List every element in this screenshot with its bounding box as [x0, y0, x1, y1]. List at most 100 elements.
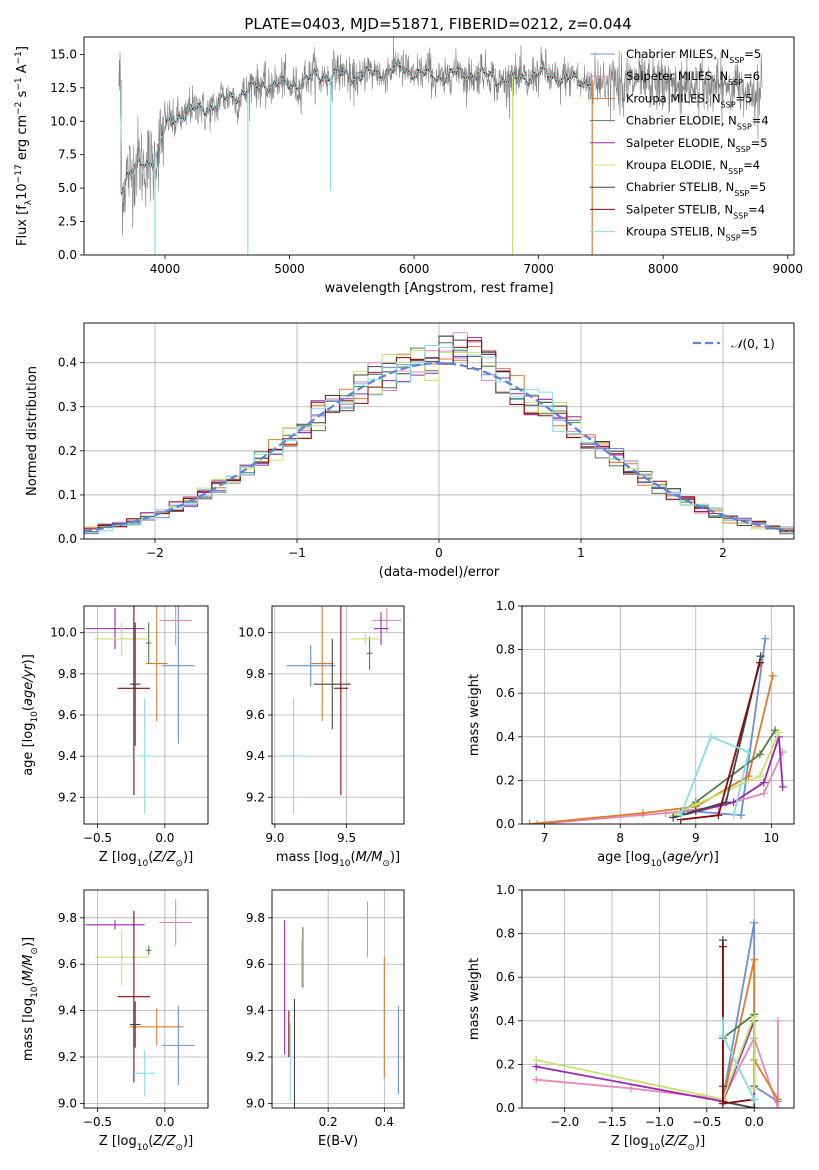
x-tick-label: 9000 — [772, 262, 803, 276]
y-tick-label: 0.2 — [58, 444, 77, 458]
label-part: mass [log — [276, 850, 339, 865]
label-part: 𝒩 — [731, 337, 746, 351]
y-tick-label: 10.0 — [50, 114, 77, 128]
label-part: A — [15, 64, 30, 77]
errorbar-chabrier-miles — [162, 606, 195, 744]
errorbar-chabrier-elodie — [366, 636, 373, 670]
errorbar-kroupa-elodie — [94, 622, 149, 656]
y-tick-label: 9.2 — [246, 1050, 265, 1064]
legend-entry-chabrier-stelib: Chabrier STELIB, NSSP=5 — [626, 180, 766, 198]
label-part: Kroupa ELODIE, N — [626, 158, 728, 172]
y-tick-label: 10.0 — [50, 626, 77, 640]
errorbar-salpeter-stelib — [117, 910, 151, 1083]
label-part: SSP — [728, 167, 743, 176]
y-tick-label: 0.8 — [496, 927, 515, 941]
gridlines — [272, 606, 404, 824]
y-axis-label: age [log10(age/yr)] — [21, 654, 40, 776]
y-tick-label: 9.4 — [246, 1004, 265, 1018]
errorbar-salpeter-stelib — [333, 606, 349, 796]
label-part: 10 — [137, 1143, 149, 1153]
y-tick-label: 0.0 — [496, 817, 515, 831]
label-part: Chabrier MILES, N — [626, 47, 729, 61]
y-tick-label: 9.0 — [58, 1096, 77, 1110]
axes-frame — [271, 605, 405, 825]
y-axis-label: Normed distribution — [25, 366, 40, 496]
gridlines — [84, 890, 208, 1108]
y-tick-label: 9.4 — [58, 1004, 77, 1018]
plot-area — [279, 606, 402, 814]
histogram-kroupa-elodie — [84, 349, 794, 530]
label-part: Salpeter MILES, N — [626, 69, 728, 83]
label-part: −1 — [14, 77, 24, 90]
x-tick-label: 8000 — [648, 262, 679, 276]
label-part: =4 — [743, 158, 760, 172]
x-tick-label: −0.5 — [692, 1115, 721, 1129]
label-part: ( — [662, 850, 667, 865]
y-axis-label: mass weight — [467, 674, 482, 756]
x-tick-label: 0.4 — [375, 1115, 394, 1129]
y-tick-label: 9.4 — [246, 749, 265, 763]
legend-entry-chabrier-miles: Chabrier MILES, NSSP=5 — [626, 47, 761, 65]
label-part: age/yr — [667, 850, 710, 865]
x-tick-label: 5000 — [274, 262, 305, 276]
y-tick-label: 9.2 — [58, 790, 77, 804]
x-tick-label: 7 — [541, 831, 549, 845]
label-part: −2 — [14, 102, 24, 115]
label-part: 10 — [650, 859, 662, 869]
label-part: erg cm — [15, 115, 30, 164]
x-tick-label: 4000 — [150, 262, 181, 276]
x-axis-label: Z [log10(Z/Z⊙)] — [99, 1134, 193, 1153]
label-part: ( — [148, 1134, 153, 1149]
label-part: ⊙ — [382, 859, 390, 869]
label-part: 10 — [137, 859, 149, 869]
label-part: ⊙ — [687, 1143, 695, 1153]
errorbar-chabrier-miles — [162, 1005, 195, 1085]
errorbar-kroupa-miles — [310, 606, 334, 722]
label-part: SSP — [729, 56, 744, 65]
x-tick-label: 0 — [435, 546, 443, 560]
label-part: Kroupa STELIB, N — [626, 225, 726, 239]
y-tick-label: 2.5 — [58, 215, 77, 229]
x-axis-label: mass [log10(M/M⊙)] — [276, 850, 400, 869]
errorbar-kroupa-miles — [129, 1008, 184, 1046]
y-tick-label: 0.6 — [496, 970, 515, 984]
series-line-kroupa-elodie — [536, 1016, 756, 1101]
x-tick-label: 0.0 — [155, 831, 174, 845]
errorbar-kroupa-elodie — [350, 632, 380, 646]
legend-entry-chabrier-elodie: Chabrier ELODIE, NSSP=4 — [626, 114, 769, 132]
series-kroupa-stelib — [718, 1016, 759, 1104]
label-part: age/yr — [21, 663, 36, 706]
panel-age-vs-mass: 9.0 9.5 9.2 9.4 9.6 9.8 10.0 — [238, 605, 405, 845]
errorbar-chabrier-stelib — [129, 622, 141, 746]
y-tick-label: 9.8 — [246, 911, 265, 925]
legend-entry-gaussian: 𝒩(0, 1) — [731, 337, 775, 351]
errorbar-salpeter-miles — [159, 606, 192, 646]
y-tick-label: 0.1 — [58, 488, 77, 502]
x-tick-label: 9.5 — [337, 831, 356, 845]
errorbar-chabrier-miles — [286, 645, 336, 687]
series-chabrier-stelib — [669, 652, 765, 822]
histogram-salpeter-stelib — [84, 340, 794, 532]
series-line-chabrier-miles — [722, 922, 779, 1103]
label-part: =5 — [736, 91, 753, 105]
label-part: )] — [183, 1134, 193, 1149]
y-tick-label: 9.2 — [58, 1050, 77, 1064]
label-part: ⊙ — [175, 859, 183, 869]
label-part: 10 — [30, 711, 40, 723]
x-axis-label: age [log10(age/yr)] — [597, 850, 719, 869]
label-part: Z [log — [611, 1134, 649, 1149]
panel-mass-weight-vs-age: 7 8 9 10 0.0 0.2 0.4 0.6 0.8 1.0 — [496, 599, 795, 845]
label-part: −17 — [14, 164, 24, 183]
x-tick-label: 9.0 — [265, 831, 284, 845]
label-part: Kroupa MILES, N — [626, 91, 721, 105]
y-tick-label: 9.8 — [246, 667, 265, 681]
y-tick-label: 9.8 — [58, 911, 77, 925]
histogram-kroupa-stelib — [84, 345, 794, 534]
y-tick-label: 9.6 — [246, 957, 265, 971]
panel-mass-vs-metallicity: −0.5 0.0 9.0 9.2 9.4 9.6 9.8 — [58, 889, 209, 1129]
label-part: M/M — [356, 850, 383, 865]
axes-frame — [521, 889, 795, 1109]
x-axis-label: (data-model)/error — [379, 565, 500, 580]
label-part: Chabrier ELODIE, N — [626, 114, 737, 128]
